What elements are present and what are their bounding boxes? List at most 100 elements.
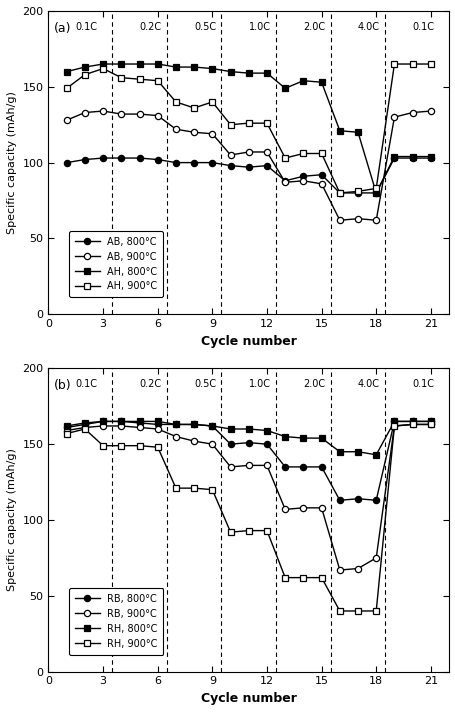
AB, 800°C [391, 154, 396, 162]
RH, 800°C [282, 432, 287, 441]
Line: RB, 800°C: RB, 800°C [63, 418, 433, 503]
AH, 900°C [64, 84, 69, 93]
AB, 800°C [427, 154, 433, 162]
RH, 900°C [427, 420, 433, 429]
RH, 900°C [373, 607, 378, 615]
RB, 900°C [82, 423, 87, 431]
AB, 900°C [354, 214, 360, 223]
AH, 800°C [427, 152, 433, 161]
Text: 4.0C: 4.0C [357, 21, 379, 31]
AH, 800°C [191, 63, 197, 71]
AB, 900°C [300, 177, 305, 185]
AB, 900°C [209, 130, 215, 138]
Line: RB, 900°C: RB, 900°C [63, 422, 433, 573]
AB, 900°C [64, 116, 69, 125]
AB, 800°C [82, 155, 87, 164]
AH, 900°C [427, 60, 433, 68]
AH, 800°C [409, 152, 415, 161]
Text: 0.1C: 0.1C [76, 379, 97, 389]
RH, 900°C [136, 441, 142, 450]
RH, 800°C [191, 420, 197, 429]
RB, 800°C [155, 420, 160, 429]
RB, 900°C [246, 461, 251, 470]
RH, 800°C [82, 419, 87, 427]
AH, 900°C [228, 120, 233, 129]
RB, 800°C [191, 420, 197, 429]
AH, 900°C [155, 76, 160, 85]
AB, 800°C [136, 154, 142, 162]
AH, 800°C [64, 68, 69, 76]
AH, 800°C [100, 60, 106, 68]
AB, 900°C [100, 107, 106, 115]
RH, 800°C [100, 417, 106, 426]
RB, 900°C [228, 463, 233, 471]
Y-axis label: Specific capacity (mAh/g): Specific capacity (mAh/g) [7, 91, 17, 234]
AH, 900°C [82, 70, 87, 79]
RH, 900°C [191, 484, 197, 493]
AB, 800°C [409, 154, 415, 162]
AB, 900°C [228, 151, 233, 159]
RB, 800°C [82, 420, 87, 429]
RH, 900°C [118, 441, 124, 450]
AH, 900°C [391, 60, 396, 68]
RH, 900°C [263, 526, 269, 535]
RB, 800°C [64, 423, 69, 431]
AH, 900°C [354, 187, 360, 196]
Text: 0.2C: 0.2C [139, 21, 161, 31]
AH, 900°C [282, 154, 287, 162]
RH, 900°C [209, 486, 215, 494]
RB, 900°C [318, 503, 324, 512]
RH, 900°C [155, 443, 160, 451]
RB, 800°C [336, 496, 342, 505]
AH, 900°C [336, 189, 342, 197]
Legend: RB, 800°C, RB, 900°C, RH, 800°C, RH, 900°C: RB, 800°C, RB, 900°C, RH, 800°C, RH, 900… [69, 588, 163, 654]
AH, 900°C [173, 98, 178, 106]
AH, 800°C [263, 69, 269, 78]
AB, 900°C [318, 179, 324, 188]
AB, 800°C [209, 158, 215, 167]
AH, 800°C [136, 60, 142, 68]
RB, 900°C [300, 503, 305, 512]
AB, 900°C [136, 110, 142, 118]
AH, 800°C [336, 127, 342, 135]
Line: RH, 800°C: RH, 800°C [63, 418, 433, 458]
AB, 800°C [100, 154, 106, 162]
RB, 800°C [209, 422, 215, 430]
Text: 1.0C: 1.0C [248, 21, 270, 31]
RB, 900°C [191, 437, 197, 446]
Line: RH, 900°C: RH, 900°C [63, 422, 433, 614]
AB, 800°C [282, 177, 287, 185]
RH, 800°C [391, 417, 396, 426]
AB, 900°C [155, 111, 160, 120]
AH, 900°C [318, 150, 324, 158]
RH, 900°C [336, 607, 342, 615]
RB, 900°C [155, 425, 160, 434]
AH, 900°C [100, 64, 106, 73]
RB, 800°C [136, 419, 142, 427]
RH, 800°C [136, 417, 142, 426]
RH, 900°C [100, 441, 106, 450]
RH, 800°C [300, 434, 305, 442]
Text: 4.0C: 4.0C [357, 379, 379, 389]
RB, 900°C [100, 422, 106, 430]
AH, 800°C [209, 64, 215, 73]
AB, 900°C [263, 147, 269, 156]
Y-axis label: Specific capacity (mAh/g): Specific capacity (mAh/g) [7, 449, 17, 592]
AB, 800°C [300, 172, 305, 181]
AH, 900°C [300, 150, 305, 158]
AB, 900°C [118, 110, 124, 118]
AB, 800°C [173, 158, 178, 167]
Legend: AB, 800°C, AB, 900°C, AH, 800°C, AH, 900°C: AB, 800°C, AB, 900°C, AH, 800°C, AH, 900… [69, 231, 163, 297]
RH, 900°C [246, 526, 251, 535]
AB, 900°C [173, 125, 178, 134]
Line: AH, 900°C: AH, 900°C [63, 61, 433, 196]
AB, 800°C [373, 189, 378, 197]
AB, 900°C [391, 112, 396, 121]
RH, 900°C [282, 573, 287, 582]
AB, 900°C [282, 178, 287, 187]
RB, 900°C [64, 426, 69, 435]
AH, 800°C [373, 189, 378, 197]
RH, 800°C [336, 447, 342, 456]
RH, 800°C [209, 422, 215, 430]
RH, 800°C [409, 417, 415, 426]
